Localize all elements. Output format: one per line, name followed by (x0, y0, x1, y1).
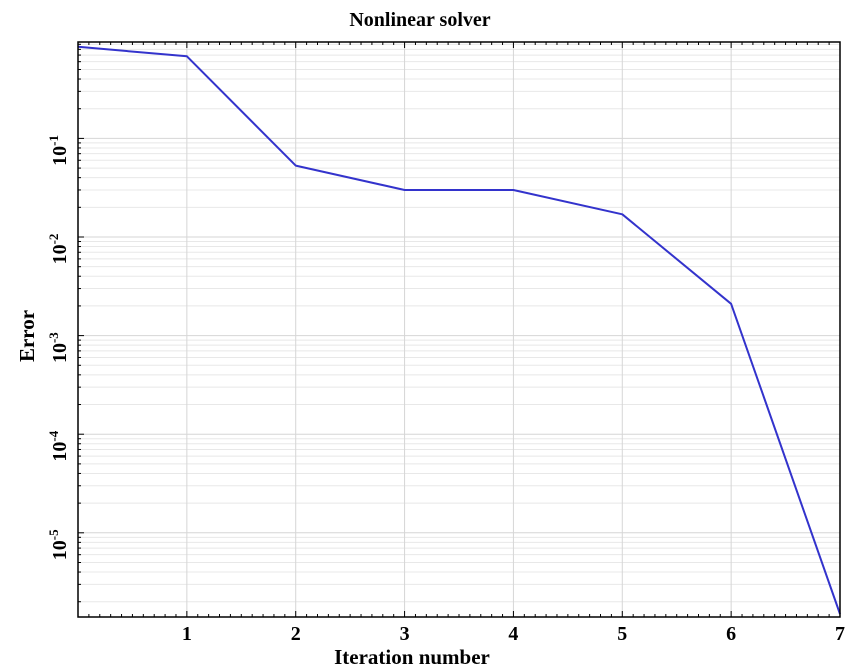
series (77, 45, 841, 615)
series-line (77, 45, 841, 615)
grid (78, 42, 841, 617)
x-tick-label: 1 (182, 623, 192, 645)
x-tick-label: 5 (617, 623, 627, 645)
y-tick-label: 10-2 (46, 234, 71, 265)
ticks (77, 42, 841, 617)
y-axis-label: Error (15, 310, 39, 362)
x-tick-label: 7 (835, 623, 845, 645)
x-tick-labels: 1 2 3 4 5 6 7 (182, 623, 845, 645)
chart-title: Nonlinear solver (349, 9, 490, 31)
plot-frame (77, 41, 841, 618)
y-tick-label: 10-5 (46, 529, 71, 560)
y-tick-label: 10-4 (46, 430, 71, 461)
x-tick-label: 3 (400, 623, 410, 645)
x-tick-label: 6 (726, 623, 736, 645)
x-tick-label: 2 (291, 623, 301, 645)
y-tick-label: 10-3 (46, 332, 71, 363)
x-axis-label: Iteration number (334, 645, 490, 668)
y-tick-labels: 10-1 10-2 10-3 10-4 10-5 (46, 135, 71, 560)
x-tick-label: 4 (508, 623, 518, 645)
y-tick-label: 10-1 (46, 135, 71, 166)
